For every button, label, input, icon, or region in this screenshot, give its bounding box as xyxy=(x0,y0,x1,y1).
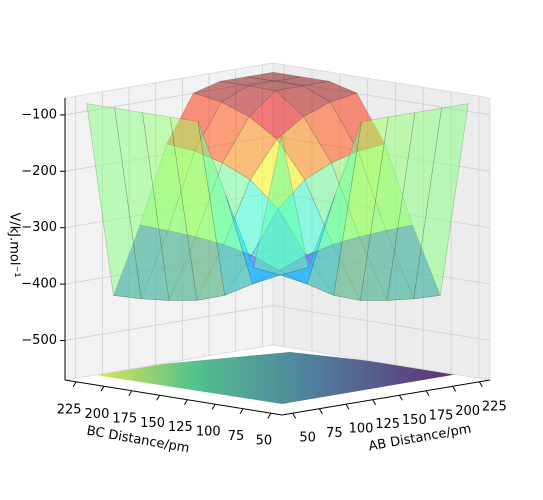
y-tick xyxy=(183,399,188,406)
x-tick xyxy=(372,399,377,406)
x-tick-label: 125 xyxy=(375,417,400,432)
surface-patch xyxy=(247,80,303,91)
x-tick-label: 175 xyxy=(429,408,454,423)
z-tick-label: −200 xyxy=(21,164,57,179)
x-tick xyxy=(318,408,323,414)
x-tick xyxy=(425,390,430,397)
x-tick xyxy=(452,386,457,392)
y-tick xyxy=(100,386,105,392)
grid-line xyxy=(272,305,491,341)
y-tick-label: 75 xyxy=(228,429,245,444)
y-tick-label: 50 xyxy=(256,434,273,449)
x-tick-label: 75 xyxy=(326,426,343,441)
y-axis xyxy=(64,379,283,416)
floor-contour xyxy=(76,352,470,404)
x-tick-label: 100 xyxy=(349,422,374,437)
y-tick-label: 225 xyxy=(57,402,82,417)
z-tick-label: −400 xyxy=(21,277,57,292)
z-tick-label: −500 xyxy=(21,333,57,348)
x-tick-label: 50 xyxy=(299,431,316,446)
y-tick xyxy=(128,390,133,397)
z-tick-label: −100 xyxy=(21,107,57,122)
surface-patch xyxy=(253,134,309,276)
x-tick-label: 150 xyxy=(402,413,427,428)
x-tick-label: 200 xyxy=(455,404,480,419)
plot-area: 50 75 100 125 150 175 200 225507510012515017520… xyxy=(21,62,507,449)
y-tick xyxy=(211,403,216,410)
x-axis xyxy=(281,379,491,416)
y-tick-label: 150 xyxy=(140,416,165,431)
y-tick xyxy=(156,394,161,401)
y-tick xyxy=(267,412,272,419)
x-tick xyxy=(292,412,297,419)
y-tick-label: 175 xyxy=(112,411,137,426)
y-tick-label: 125 xyxy=(168,420,193,435)
y-tick xyxy=(72,381,77,388)
y-tick-label: 200 xyxy=(85,407,110,422)
x-tick xyxy=(345,403,350,410)
x-tick xyxy=(398,394,403,401)
x-tick xyxy=(478,381,483,388)
x-tick-label: 225 xyxy=(482,399,507,414)
z-axis-title: V/kJ.mol⁻¹ xyxy=(7,212,22,277)
y-tick xyxy=(239,408,244,414)
grid-line xyxy=(64,305,274,341)
z-tick-label: −300 xyxy=(21,220,57,235)
y-tick-label: 100 xyxy=(196,425,221,440)
